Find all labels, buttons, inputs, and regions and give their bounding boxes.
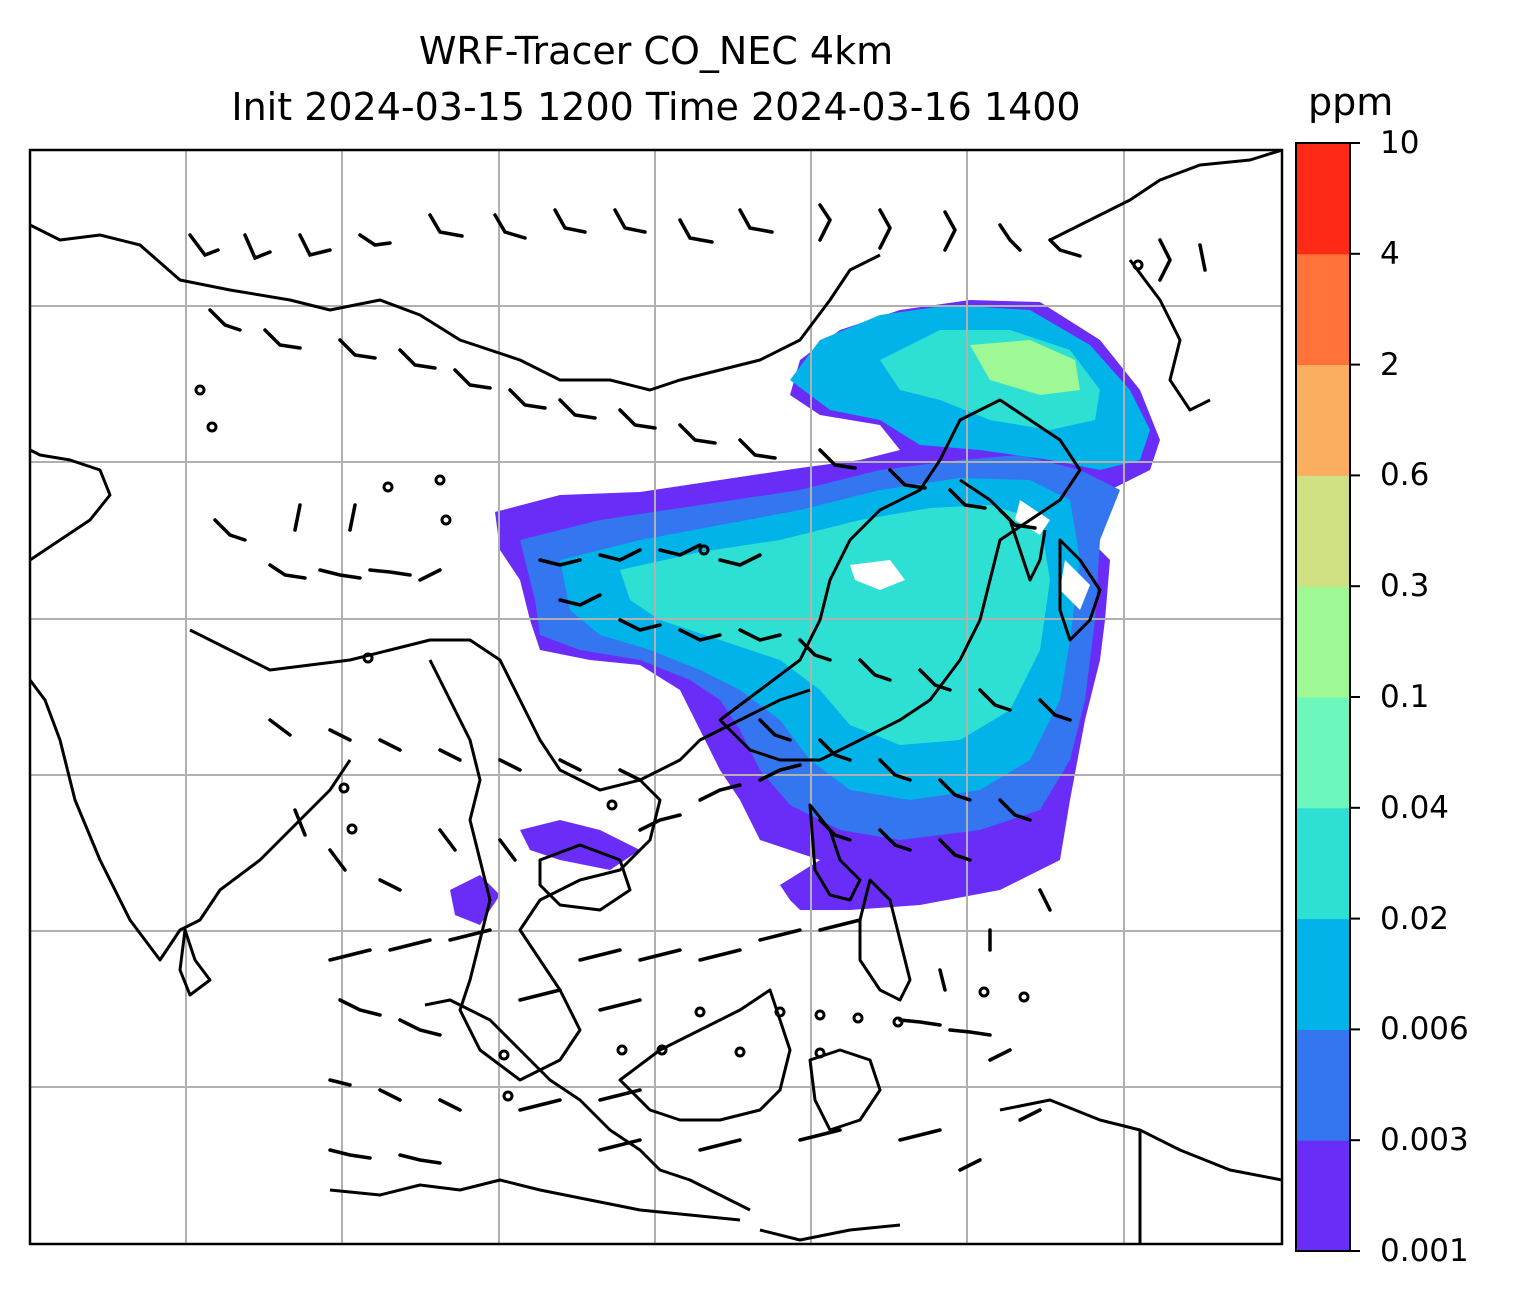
map-title-line1: WRF-Tracer CO_NEC 4km [418,29,894,73]
plume-indochina [450,820,640,925]
coastlines-borders [30,150,1282,1244]
plume-level-0.1 [970,340,1080,395]
map-title-line2: Init 2024-03-15 1200 Time 2024-03-16 140… [231,85,1081,129]
calm-wind-markers [194,259,1144,1102]
colorbar-segment [1296,1029,1350,1141]
plume-south-china-sea [790,860,1060,910]
colorbar-tick-label: 10 [1380,125,1420,161]
colorbar-tick-label: 4 [1380,235,1400,272]
colorbar-segment [1296,253,1350,366]
colorbar-segment [1296,143,1350,255]
colorbar-tick-label: 0.3 [1380,568,1430,605]
colorbar [1295,142,1360,1252]
colorbar-tick-label: 0.6 [1380,457,1430,494]
graticule [30,150,1282,1244]
colorbar-segment [1296,364,1350,476]
colorbar-tick-label: 0.003 [1380,1122,1469,1159]
colorbar-segment [1296,807,1350,920]
colorbar-segment [1296,586,1350,698]
colorbar-segment [1296,475,1350,587]
colorbar-tick-label: 2 [1380,346,1400,383]
colorbar-tick-label: 0.001 [1380,1233,1469,1269]
colorbar-tick-label: 0.02 [1380,900,1450,937]
colorbar-tick-label: 0.04 [1380,789,1450,826]
colorbar-segment [1296,697,1350,809]
colorbar-tick-label: 0.1 [1380,679,1430,715]
colorbar-units: ppm [1308,80,1394,124]
wind-barbs [188,203,1207,1172]
colorbar-segment [1296,918,1350,1030]
colorbar-tick-label: 0.006 [1380,1011,1469,1048]
colorbar-segment [1296,1140,1350,1252]
co-tracer-plume [450,300,1160,925]
map-frame [28,148,1284,1246]
